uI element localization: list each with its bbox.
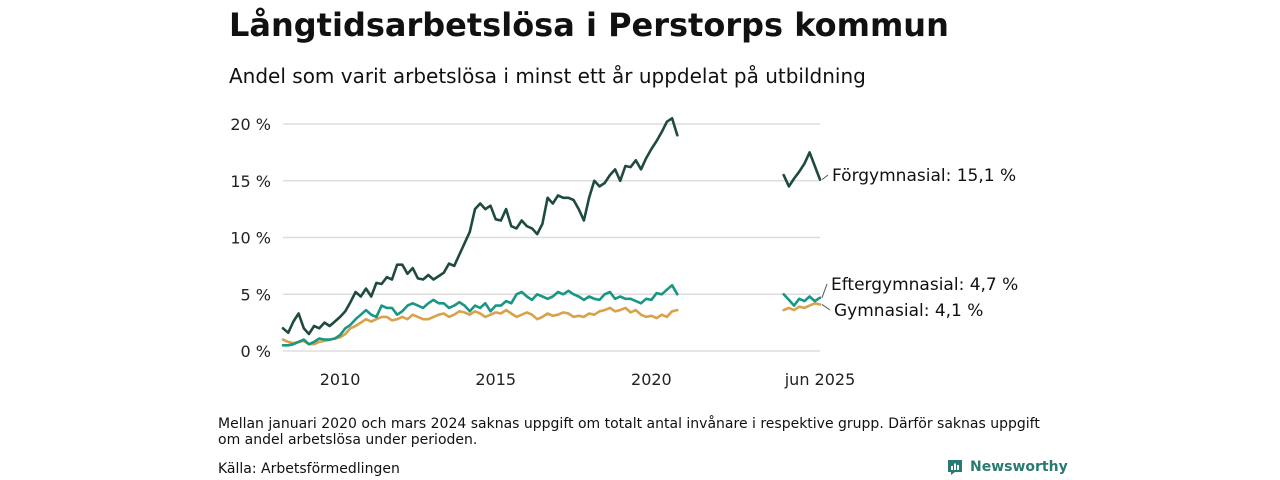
- end-label-connector: [821, 283, 828, 298]
- series-lines: [281, 117, 822, 347]
- chart-title: Långtidsarbetslösa i Perstorps kommun: [229, 6, 949, 44]
- y-tick-label: 15 %: [230, 172, 271, 191]
- series-end-label: Gymnasial: 4,1 %: [834, 301, 983, 321]
- y-tick-label: 20 %: [230, 115, 271, 134]
- y-tick-label: 5 %: [241, 285, 271, 304]
- grid-lines: [283, 123, 820, 352]
- end-label-connector: [821, 304, 831, 311]
- chart-subtitle: Andel som varit arbetslösa i minst ett å…: [229, 64, 866, 88]
- footnote: Mellan januari 2020 och mars 2024 saknas…: [218, 416, 1040, 448]
- line-chart: 0 %5 %10 %15 %20 % 2010 2015 2020 jun 2025 …: [230, 115, 1018, 389]
- x-axis-tick-labels: 2010 2015 2020 jun 2025: [320, 370, 856, 389]
- brand-name: Newsworthy: [970, 459, 1068, 475]
- x-tick-label: jun 2025: [784, 370, 856, 389]
- series-end-labels: Förgymnasial: 15,1 % Eftergymnasial: 4,7 …: [821, 166, 1018, 321]
- series-line-gymnasial: [782, 302, 822, 312]
- series-end-label: Förgymnasial: 15,1 %: [832, 166, 1016, 186]
- x-tick-label: 2010: [320, 370, 361, 389]
- brand-logo[interactable]: Newsworthy: [946, 458, 1068, 476]
- y-axis-tick-labels: 0 % 5 % 10 % 15 % 20 %: [230, 115, 271, 361]
- end-label-connector: [821, 174, 829, 181]
- source-text: Källa: Arbetsförmedlingen: [218, 461, 400, 477]
- newsworthy-logo-icon: [948, 460, 962, 475]
- y-tick-label: 10 %: [230, 229, 271, 248]
- series-line-eftergymnasial: [281, 283, 679, 347]
- x-tick-label: 2020: [631, 370, 672, 389]
- series-line-forgymnasial: [281, 117, 679, 336]
- series-line-forgymnasial: [782, 151, 822, 188]
- x-tick-label: 2015: [475, 370, 516, 389]
- series-end-label: Eftergymnasial: 4,7 %: [831, 275, 1018, 295]
- y-tick-label: 0 %: [241, 342, 271, 361]
- series-line-eftergymnasial: [782, 293, 822, 307]
- series-line-gymnasial: [281, 306, 679, 346]
